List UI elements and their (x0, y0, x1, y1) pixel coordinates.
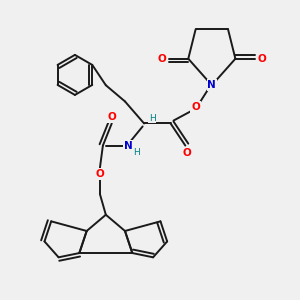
Text: O: O (182, 148, 191, 158)
Text: H: H (149, 114, 156, 123)
Text: O: O (257, 54, 266, 64)
Text: O: O (158, 54, 166, 64)
Text: O: O (191, 102, 200, 112)
Text: N: N (124, 141, 132, 151)
Text: O: O (107, 112, 116, 122)
Text: N: N (208, 80, 216, 90)
Text: H: H (134, 148, 140, 158)
Text: O: O (96, 169, 104, 179)
